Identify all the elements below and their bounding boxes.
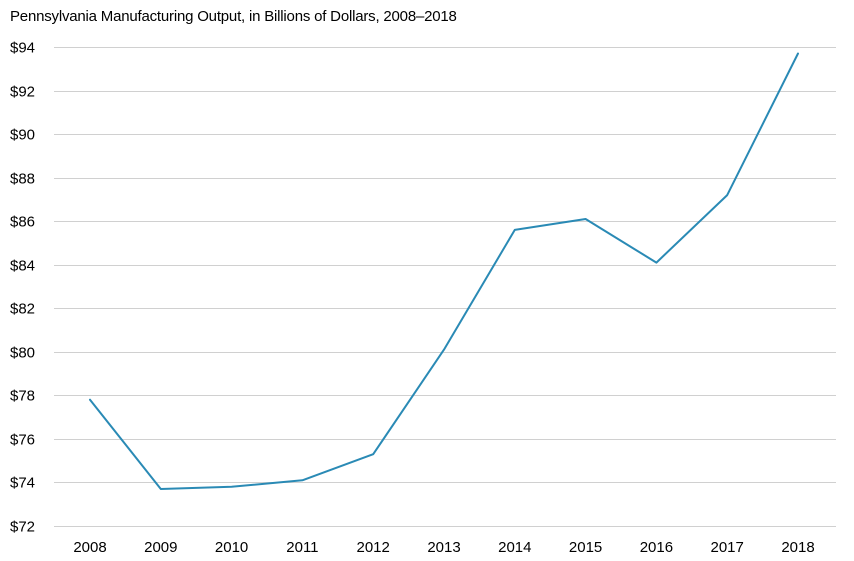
- y-tick-label: $76: [10, 432, 35, 449]
- x-tick-label: 2009: [144, 539, 177, 556]
- x-axis-ticks: 2008 2009 2010 2011 2012 2013 2014 2015 2016 2017…: [73, 539, 814, 556]
- x-tick-label: 2016: [640, 539, 673, 556]
- y-tick-label: $94: [10, 40, 35, 57]
- y-tick-label: $86: [10, 214, 35, 231]
- y-tick-label: $90: [10, 127, 35, 144]
- series-line: [89, 52, 799, 490]
- x-tick-label: 2017: [711, 539, 744, 556]
- x-tick-label: 2011: [286, 539, 318, 556]
- y-tick-label: $72: [10, 519, 35, 536]
- y-axis-ticks: $72 $74 $76 $78 $80 $82 $84 $86 $88 $90 $92 $94: [10, 40, 35, 536]
- x-tick-label: 2010: [215, 539, 248, 556]
- x-tick-label: 2018: [781, 539, 814, 556]
- x-tick-label: 2008: [73, 539, 106, 556]
- y-tick-label: $78: [10, 388, 35, 405]
- x-tick-label: 2014: [498, 539, 531, 556]
- x-tick-label: 2012: [357, 539, 390, 556]
- x-tick-label: 2013: [427, 539, 460, 556]
- series-layer: [89, 52, 799, 490]
- y-tick-label: $80: [10, 345, 35, 362]
- y-tick-label: $92: [10, 84, 35, 101]
- chart-title: Pennsylvania Manufacturing Output, in Bi…: [10, 8, 457, 25]
- y-tick-label: $82: [10, 301, 35, 318]
- y-tick-label: $74: [10, 475, 35, 492]
- x-tick-label: 2015: [569, 539, 602, 556]
- y-tick-label: $88: [10, 171, 35, 188]
- gridlines: [54, 47, 836, 527]
- y-tick-label: $84: [10, 258, 35, 275]
